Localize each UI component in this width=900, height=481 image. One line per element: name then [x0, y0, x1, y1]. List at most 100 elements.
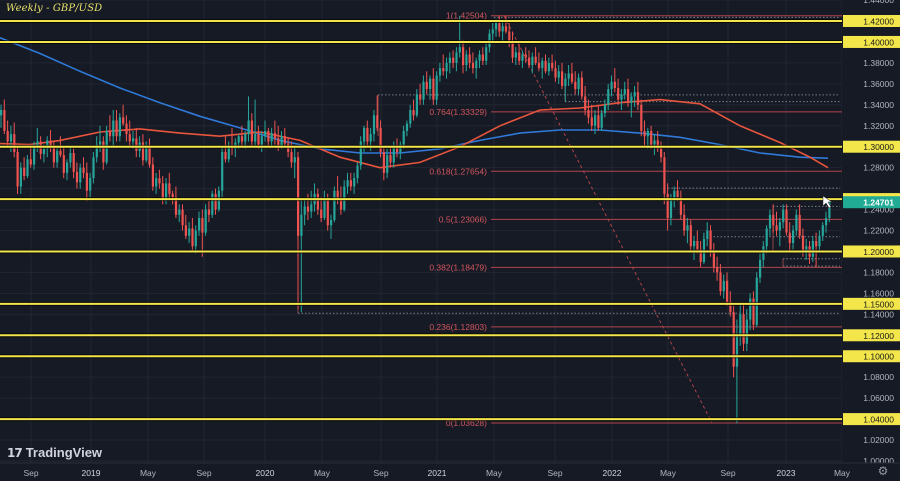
candle-body [448, 57, 451, 63]
candle-body [9, 134, 13, 142]
candle-body [755, 277, 758, 325]
candle-body [795, 214, 798, 231]
candle-body [719, 272, 722, 292]
candle-body [405, 123, 409, 131]
tradingview-logo-text: TradingView [25, 445, 103, 460]
level-price-badge [843, 413, 900, 426]
time-tick-label: Sep [720, 468, 735, 478]
candle-body [303, 206, 306, 215]
candle-body [584, 96, 587, 111]
candle-body [346, 180, 349, 187]
tradingview-logo-icon: 17 [7, 445, 23, 460]
candle-body [165, 183, 168, 200]
candle-body [676, 190, 679, 197]
candle-body [181, 209, 184, 226]
candle-body [326, 199, 329, 226]
fib-level-label: 0.764(1.33329) [429, 107, 487, 117]
candle-body [270, 133, 273, 142]
settings-gear-icon[interactable]: ⚙ [877, 464, 889, 478]
candle-body [59, 150, 62, 156]
candle-body [574, 81, 577, 90]
fib-trend-line [503, 15, 713, 424]
candle-body [801, 235, 805, 252]
candle-body [330, 220, 333, 226]
level-price-label: 1.04000 [863, 415, 894, 425]
candle-body [46, 140, 49, 149]
candle-body [112, 120, 115, 137]
candle-body [89, 178, 92, 191]
candle-body [132, 138, 135, 142]
candle-body [432, 78, 435, 100]
candle-body [785, 209, 788, 233]
candle-body [62, 155, 65, 173]
tradingview-logo[interactable]: 17 TradingView [7, 445, 102, 460]
fib-level-label: 0(1.03628) [446, 418, 487, 428]
candle-body [610, 81, 613, 90]
candle-body [174, 196, 178, 215]
candle-body [155, 178, 158, 187]
time-axis[interactable]: Sep 2019 May Sep 2020 May Sep 2021 May Sep 2022 May… [0, 462, 900, 481]
candle-body [409, 110, 412, 124]
fibonacci-retracement[interactable]: 1(1.42504) 0.764(1.33329) 0.618(1.27654) 0.… [429, 11, 842, 428]
candle-body [442, 68, 445, 72]
candle-body [821, 225, 824, 236]
candle-body [627, 89, 630, 103]
candle-body [273, 133, 277, 139]
candle-body [49, 140, 52, 147]
candle-body [537, 62, 541, 69]
candle-body [778, 222, 781, 231]
candle-body [617, 88, 620, 100]
horizontal-levels[interactable] [0, 19, 842, 422]
level-price-label: 1.40000 [863, 37, 894, 47]
fib-level-label: 0.382(1.18479) [429, 262, 487, 272]
candle-body [323, 199, 326, 218]
candle-body [412, 110, 415, 116]
time-axis-bg [0, 463, 900, 481]
level-price-badge [843, 245, 900, 258]
time-tick-label: May [314, 468, 331, 478]
candle-body [722, 280, 725, 292]
candle-body [620, 94, 623, 100]
candle-body [491, 29, 494, 34]
level-price-label: 1.12000 [863, 331, 894, 341]
candle-body [108, 130, 112, 137]
candle-body [455, 52, 458, 63]
time-tick-label: 2020 [256, 468, 275, 478]
current-price-badge [843, 196, 900, 209]
time-tick-label: 2023 [777, 468, 796, 478]
time-tick-label: May [834, 468, 851, 478]
candle-body [102, 141, 105, 163]
candle-body [244, 134, 247, 142]
candle-body [554, 68, 557, 78]
time-tick-label: Sep [547, 468, 562, 478]
price-tick-label: 1.24000 [863, 205, 894, 215]
candle-body [429, 78, 432, 90]
level-price-badge [843, 15, 900, 27]
time-tick-label: 2019 [82, 468, 101, 478]
candle-body [782, 209, 785, 223]
candle-body [372, 115, 376, 135]
candle-body [481, 54, 484, 61]
candle-body [42, 148, 46, 155]
candle-body [653, 140, 656, 145]
candle-body [775, 225, 778, 231]
candle-body [759, 259, 762, 278]
candle-body [798, 214, 801, 236]
candle-body [716, 267, 719, 273]
candle-body [640, 104, 643, 131]
candle-body [316, 193, 319, 210]
candle-body [435, 75, 438, 100]
fib-level-label: 0.5(1.23066) [439, 214, 487, 224]
fib-level-label: 0.236(1.12803) [429, 322, 487, 332]
candle-body [349, 180, 352, 187]
candle-body [201, 217, 204, 233]
price-axis[interactable]: 1.44000 1.38000 1.36000 1.34000 1.32000 1.280… [842, 0, 900, 481]
candle-body [254, 134, 257, 142]
candle-body [267, 130, 270, 142]
candle-body [188, 228, 191, 236]
candle-body [495, 23, 498, 30]
candle-body [75, 171, 79, 183]
candle-body [135, 138, 138, 151]
candle-body [389, 155, 392, 163]
